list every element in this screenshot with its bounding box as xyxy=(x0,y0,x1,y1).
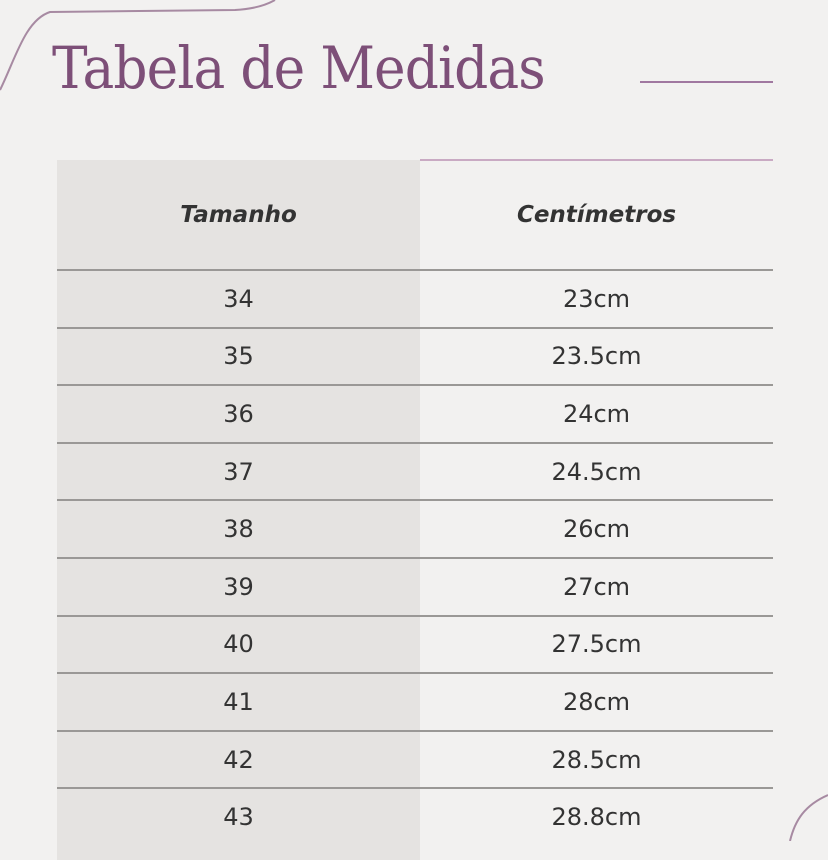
header-size: Tamanho xyxy=(180,202,297,228)
size-cell: 43 xyxy=(223,803,254,832)
table-row: 35 23.5cm xyxy=(57,326,773,385)
size-cell: 35 xyxy=(223,342,254,371)
table-row: 37 24.5cm xyxy=(57,441,773,500)
centimeters-cell: 23cm xyxy=(562,284,631,313)
decorative-curves xyxy=(0,0,828,841)
centimeters-cell: 24.5cm xyxy=(551,457,642,486)
centimeters-cell: 27cm xyxy=(562,572,631,601)
centimeters-cell: 27.5cm xyxy=(551,630,642,659)
size-cell: 39 xyxy=(223,572,254,601)
table-header: Tamanho Centímetros xyxy=(57,160,773,270)
table-row: 34 23cm xyxy=(57,269,773,327)
header-top-line xyxy=(420,159,773,161)
centimeters-cell: 26cm xyxy=(562,515,631,544)
size-cell: 36 xyxy=(223,399,254,428)
centimeters-cell: 24cm xyxy=(562,399,631,428)
size-cell: 42 xyxy=(223,745,254,774)
page-title: Tabela de Medidas xyxy=(52,34,546,102)
table-row: 43 28.8cm xyxy=(57,787,773,845)
centimeters-cell: 28.8cm xyxy=(551,803,642,832)
size-cell: 40 xyxy=(223,630,254,659)
size-cell: 34 xyxy=(223,284,254,313)
size-cell: 37 xyxy=(223,457,254,486)
centimeters-cell: 28.5cm xyxy=(551,745,642,774)
table-row: 39 27cm xyxy=(57,557,773,615)
centimeters-cell: 28cm xyxy=(562,687,631,716)
table-row: 36 24cm xyxy=(57,384,773,442)
header-centimeters: Centímetros xyxy=(516,202,677,228)
centimeters-cell: 23.5cm xyxy=(551,342,642,371)
size-cell: 38 xyxy=(223,515,254,544)
size-cell: 41 xyxy=(223,687,254,716)
table-row: 42 28.5cm xyxy=(57,729,773,788)
size-column-background xyxy=(57,160,420,860)
table-row: 40 27.5cm xyxy=(57,614,773,673)
table-row: 38 26cm xyxy=(57,499,773,557)
table-row: 41 28cm xyxy=(57,672,773,730)
